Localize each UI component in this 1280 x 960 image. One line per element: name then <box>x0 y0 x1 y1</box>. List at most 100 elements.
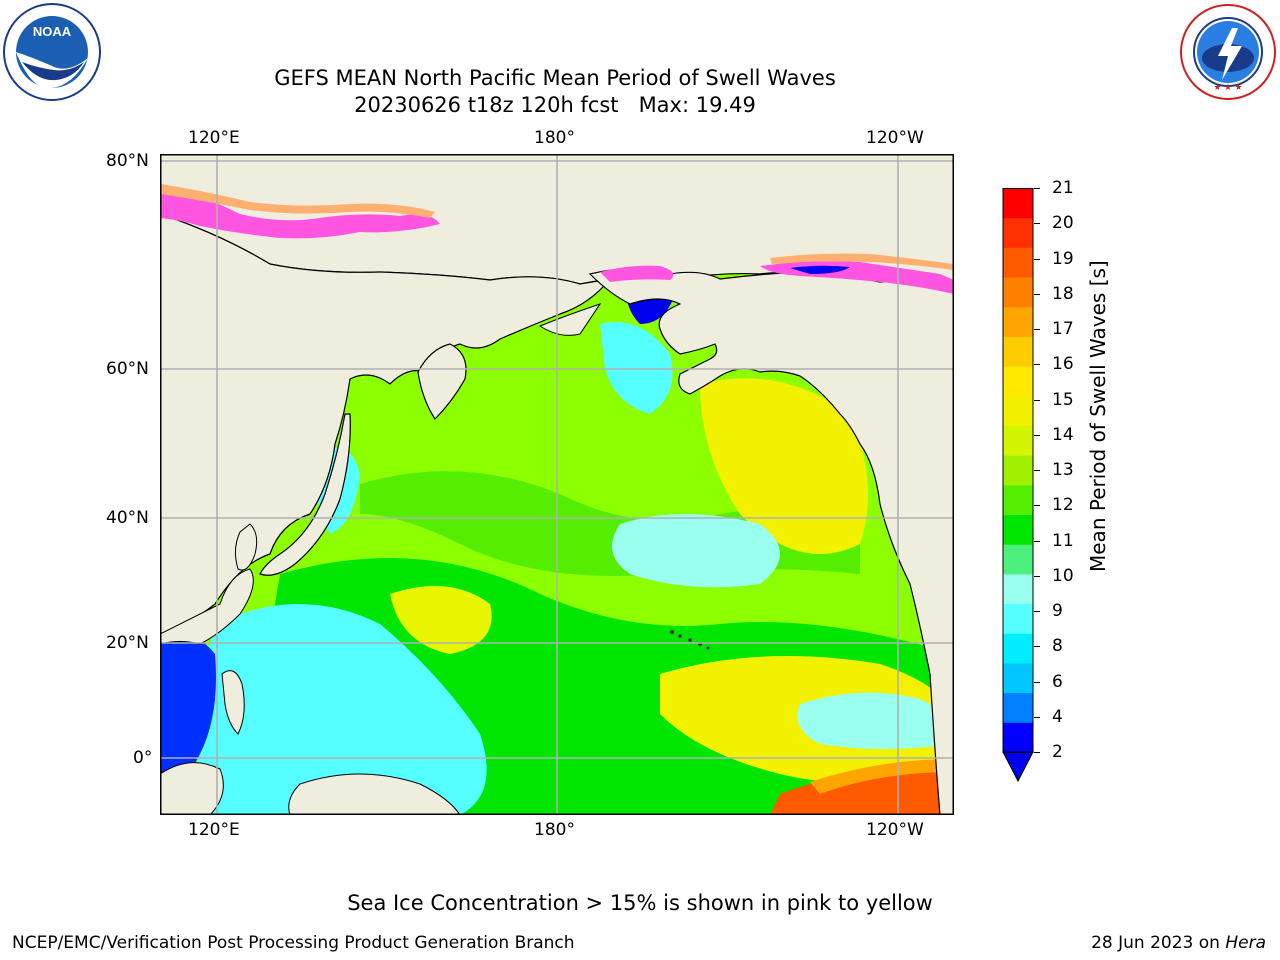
land-korea <box>234 523 258 571</box>
colorbar-tick-label: 11 <box>1052 530 1074 551</box>
colorbar-swatch <box>1003 514 1033 545</box>
land-philippines <box>221 670 245 735</box>
colorbar-tick-label: 20 <box>1052 213 1074 234</box>
colorbar-tick-mark <box>1034 399 1040 401</box>
colorbar-tick-mark <box>1034 364 1040 366</box>
land-asia-mainland <box>160 213 612 635</box>
colorbar-tick-mark <box>1034 611 1040 612</box>
footer-date-text: 28 Jun 2023 on <box>1091 933 1226 953</box>
lon-label-top-120e: 120°E <box>188 128 240 148</box>
colorbar-tick-mark <box>1034 223 1040 225</box>
footer-host: Hera <box>1225 933 1266 953</box>
graticule <box>160 154 954 815</box>
sea-ice-beaufort-orange <box>770 253 954 270</box>
colorbar-tick-label: 17 <box>1052 319 1074 339</box>
period-band-yellow-west <box>390 586 492 654</box>
lat-label-40n: 40°N <box>106 508 149 528</box>
sea-ice-beaufort-blue <box>790 265 850 274</box>
colorbar-swatch <box>1003 573 1033 605</box>
period-band-red-se <box>770 768 954 815</box>
colorbar-swatch <box>1003 336 1033 367</box>
colorbar-swatch <box>1003 455 1033 486</box>
colorbar-swatch <box>1003 484 1033 516</box>
period-band-cyan-north <box>600 322 673 414</box>
colorbar-swatch <box>1003 188 1033 219</box>
colorbar-tick-label: 19 <box>1052 248 1074 269</box>
colorbar-tick-mark <box>1034 329 1040 330</box>
colorbar-swatch <box>1003 217 1033 248</box>
colorbar-tick-mark <box>1034 716 1040 718</box>
colorbar-tick-mark <box>1034 434 1040 436</box>
chart-title: GEFS MEAN North Pacific Mean Period of S… <box>274 66 836 90</box>
colorbar-tick-mark <box>1034 575 1040 577</box>
colorbar-tick-label: 18 <box>1052 283 1074 304</box>
colorbar-tick-mark <box>1034 681 1040 683</box>
colorbar-tick-mark <box>1034 505 1040 507</box>
colorbar-tick-mark <box>1034 258 1040 260</box>
svg-text:★ ★ ★: ★ ★ ★ <box>1213 82 1242 92</box>
sea-ice-siberia <box>160 184 440 239</box>
colorbar-tick-label: 8 <box>1052 636 1063 657</box>
colorbar-tick-mark <box>1034 646 1040 648</box>
land-kamchatka <box>417 343 467 420</box>
land-new-guinea <box>288 773 461 815</box>
colorbar-tick-label: 6 <box>1052 671 1063 692</box>
lon-label-top-180: 180° <box>534 128 575 148</box>
period-band-blue-sw <box>160 631 216 794</box>
lon-label-bottom-180: 180° <box>534 820 575 840</box>
colorbar-tick-labels: 21 20 19 18 17 16 15 14 13 12 11 10 9 8 6 4 2 <box>1034 178 1084 768</box>
lat-label-0: 0° <box>133 748 153 768</box>
colorbar-tick-mark <box>1034 470 1040 471</box>
sea-ice-note: Sea Ice Concentration > 15% is shown in … <box>347 891 933 915</box>
sea-ice-siberia-orange <box>160 184 435 218</box>
colorbar-swatch <box>1003 662 1033 694</box>
lat-label-60n: 60°N <box>106 359 149 379</box>
colorbar-tick-label: 4 <box>1052 706 1063 727</box>
lat-label-20n: 20°N <box>106 633 149 653</box>
colorbar-tick-mark <box>1034 540 1040 542</box>
colorbar-tick-label: 10 <box>1052 565 1074 586</box>
colorbar-swatch <box>1003 395 1033 426</box>
period-band-cyan-central <box>612 514 780 588</box>
swell-period-map <box>160 154 954 815</box>
colorbar-swatch <box>1003 603 1033 634</box>
colorbar-tick-mark <box>1034 188 1040 189</box>
footer-credit: NCEP/EMC/Verification Post Processing Pr… <box>12 933 575 953</box>
chart-subtitle: 20230626 t18z 120h fcst Max: 19.49 <box>354 93 756 117</box>
footer-date: 28 Jun 2023 on Hera <box>1091 933 1266 953</box>
colorbar-tick-label: 14 <box>1052 424 1074 445</box>
colorbar-title: Mean Period of Swell Waves [s] <box>1086 260 1110 572</box>
colorbar-tick-label: 9 <box>1052 601 1063 621</box>
colorbar-swatch <box>1003 692 1033 723</box>
period-band-orange-se <box>810 759 954 794</box>
noaa-logo-text: NOAA <box>33 24 72 39</box>
lon-label-bottom-120e: 120°E <box>188 820 240 840</box>
land-chukotka <box>538 303 602 336</box>
lat-label-80n: 80°N <box>106 151 149 171</box>
colorbar-extend-triangle <box>1002 751 1034 783</box>
colorbar-swatch <box>1003 277 1033 308</box>
colorbar-tick-label: 16 <box>1052 354 1074 375</box>
colorbar-swatch <box>1003 366 1033 397</box>
colorbar-swatch <box>1003 633 1033 664</box>
period-band-cyan-west <box>197 604 487 815</box>
period-band-cyan-east <box>797 692 954 749</box>
colorbar-tick-label: 15 <box>1052 389 1074 410</box>
sea-ice-chukchi <box>600 265 674 282</box>
lon-label-top-120w: 120°W <box>866 128 924 148</box>
lon-label-bottom-120w: 120°W <box>866 820 924 840</box>
colorbar-swatch <box>1003 544 1033 575</box>
colorbar-tick-label: 21 <box>1052 178 1074 198</box>
land-japan <box>259 413 351 576</box>
colorbar-tick-mark <box>1034 293 1040 295</box>
colorbar-swatch <box>1003 425 1033 456</box>
noaa-logo: NOAA <box>2 2 102 102</box>
colorbar-tick-label: 12 <box>1052 495 1074 516</box>
land-borneo <box>160 762 224 815</box>
colorbar-frame <box>1002 188 1034 753</box>
colorbar-tick-label: 2 <box>1052 742 1063 762</box>
colorbar-swatch <box>1003 722 1033 753</box>
colorbar-swatch <box>1003 247 1033 278</box>
colorbar-tick-label: 13 <box>1052 460 1074 480</box>
aleutian-islands <box>670 630 710 650</box>
